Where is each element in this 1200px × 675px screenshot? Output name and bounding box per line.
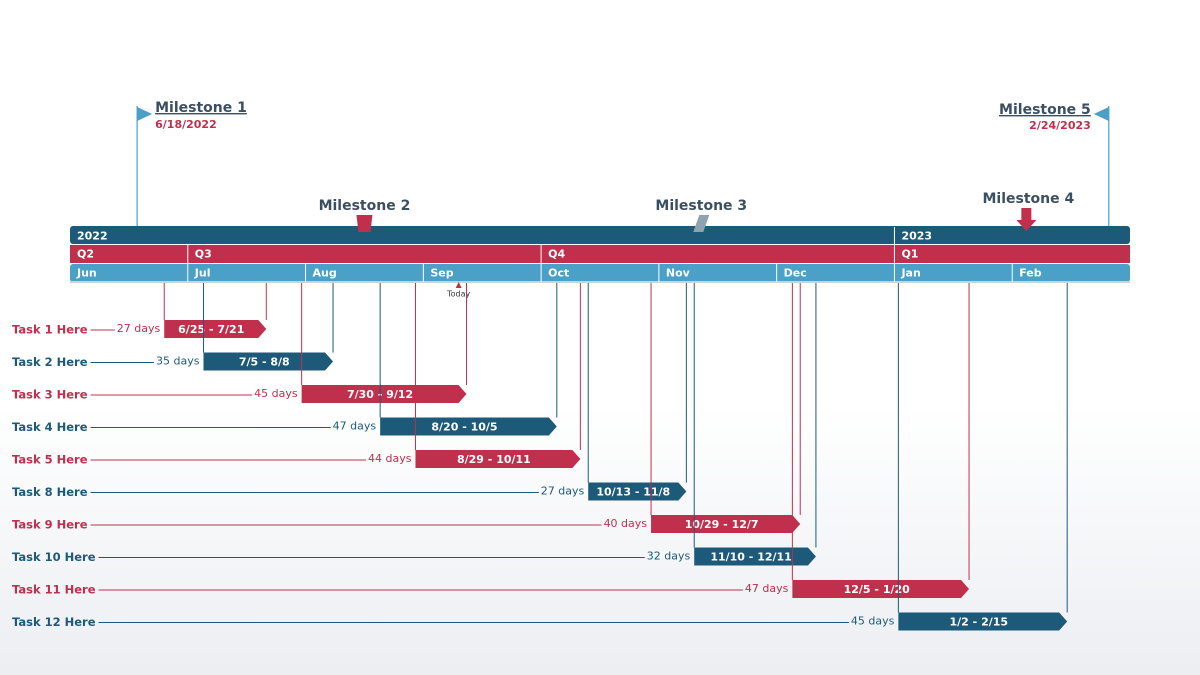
x-tick-label: Dec (784, 267, 807, 280)
task-end: 11/8 (643, 486, 670, 499)
today-label: Today (446, 290, 470, 299)
task-bar (792, 580, 970, 598)
task-bar (415, 450, 581, 468)
task-name: Task 4 Here (12, 420, 88, 434)
task-range: 7/5 - 8/8 (239, 356, 290, 369)
task-name: Task 2 Here (12, 355, 88, 369)
task-end: 1/20 (883, 583, 910, 596)
duration-label: 47 days (333, 420, 377, 433)
task-name: Task 9 Here (12, 518, 88, 532)
task-range: 8/20 - 10/5 (431, 421, 497, 434)
task-end: 12/7 (732, 518, 759, 531)
quarter-label: Q2 (77, 248, 94, 261)
task-end: 10/5 (471, 421, 498, 434)
x-tick-label: Jan (900, 267, 920, 280)
milestone-name: Milestone 2 (319, 198, 411, 214)
milestone-marker (1016, 208, 1037, 231)
task-range: 8/29 - 10/11 (457, 453, 531, 466)
task-range: 6/25 - 7/21 (178, 323, 244, 336)
task-start: 10/29 (685, 518, 720, 531)
task-start: 1/2 (950, 616, 969, 629)
milestone-date: 6/18/2022 (155, 118, 217, 131)
task-name: Task 1 Here (12, 323, 88, 337)
task-bar (898, 612, 1068, 631)
task-bar (694, 547, 816, 566)
milestone-marker (693, 215, 710, 232)
duration-label: 35 days (156, 355, 200, 368)
task-range: 11/10 - 12/11 (710, 551, 792, 564)
milestone-flag (137, 107, 153, 121)
task-start: 7/5 (239, 356, 258, 369)
month-row (70, 264, 1130, 282)
task-end: 9/12 (386, 388, 413, 401)
task-start: 8/29 (457, 453, 484, 466)
x-tick-label: Sep (430, 267, 453, 280)
x-tick-label: Jun (76, 267, 97, 280)
task-name: Task 5 Here (12, 453, 88, 467)
task-name: Task 3 Here (12, 388, 88, 402)
task-end: 2/15 (981, 616, 1008, 629)
duration-label: 45 days (254, 387, 298, 400)
task-range: 1/2 - 2/15 (950, 616, 1009, 629)
milestone-name: Milestone 5 (999, 102, 1091, 118)
task-range: 10/29 - 12/7 (685, 518, 759, 531)
task-bar (651, 515, 801, 533)
quarter-label: Q4 (548, 248, 565, 261)
x-tick-label: Oct (548, 267, 569, 280)
task-end: 12/11 (757, 551, 792, 564)
duration-label: 32 days (647, 550, 691, 563)
milestone-name: Milestone 4 (982, 191, 1074, 207)
duration-label: 27 days (541, 485, 585, 498)
task-range: 12/5 - 1/20 (844, 583, 911, 596)
task-end: 8/8 (270, 356, 289, 369)
milestone-flag (1093, 107, 1109, 121)
task-start: 11/10 (710, 551, 745, 564)
quarter-label: Q3 (195, 248, 212, 261)
duration-label: 45 days (851, 615, 895, 628)
duration-label: 40 days (604, 517, 648, 530)
task-range: 10/13 - 11/8 (596, 486, 670, 499)
task-bar (164, 320, 267, 338)
task-end: 7/21 (217, 323, 244, 336)
milestone-name: Milestone 1 (155, 100, 247, 116)
year-row (70, 226, 1130, 244)
duration-label: 47 days (745, 582, 789, 595)
milestone-name: Milestone 3 (655, 198, 747, 214)
year-label: 2022 (77, 230, 108, 243)
task-name: Task 11 Here (12, 583, 96, 597)
task-name: Task 8 Here (12, 485, 88, 499)
task-end: 10/11 (496, 453, 531, 466)
x-tick-label: Jul (194, 267, 211, 280)
task-start: 7/30 (347, 388, 374, 401)
today-marker (455, 282, 462, 288)
task-start: 12/5 (844, 583, 871, 596)
task-bar (301, 385, 467, 403)
task-name: Task 12 Here (12, 615, 96, 629)
task-name: Task 10 Here (12, 550, 96, 564)
x-tick-label: Aug (313, 267, 337, 280)
milestone-date: 2/24/2023 (1029, 119, 1091, 132)
milestone-marker (356, 215, 373, 232)
quarter-label: Q1 (901, 248, 918, 261)
quarter-row (70, 245, 1130, 263)
task-bar (588, 482, 687, 501)
task-bar (380, 417, 557, 436)
task-start: 8/20 (431, 421, 458, 434)
duration-label: 44 days (368, 452, 412, 465)
year-label: 2023 (901, 230, 932, 243)
x-tick-label: Feb (1019, 267, 1042, 280)
task-start: 10/13 (596, 486, 631, 499)
task-bar (203, 352, 334, 371)
task-start: 6/25 (178, 323, 205, 336)
x-tick-label: Nov (666, 267, 691, 280)
duration-label: 27 days (117, 322, 161, 335)
